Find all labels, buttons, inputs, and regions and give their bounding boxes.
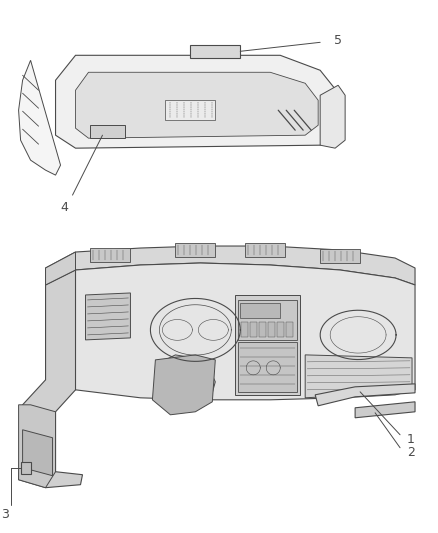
Polygon shape bbox=[56, 55, 340, 148]
Polygon shape bbox=[241, 322, 248, 337]
Polygon shape bbox=[320, 249, 360, 263]
Polygon shape bbox=[85, 293, 131, 340]
Text: 3: 3 bbox=[1, 508, 9, 521]
Polygon shape bbox=[315, 384, 415, 406]
Polygon shape bbox=[46, 263, 415, 400]
Polygon shape bbox=[277, 322, 284, 337]
Polygon shape bbox=[159, 355, 215, 408]
Polygon shape bbox=[238, 342, 297, 392]
Polygon shape bbox=[18, 60, 60, 175]
Polygon shape bbox=[91, 248, 131, 262]
Text: 4: 4 bbox=[60, 200, 68, 214]
Polygon shape bbox=[175, 243, 215, 257]
Polygon shape bbox=[268, 322, 275, 337]
Polygon shape bbox=[21, 462, 31, 474]
Polygon shape bbox=[191, 45, 240, 58]
Text: 2: 2 bbox=[407, 446, 415, 459]
Polygon shape bbox=[240, 303, 280, 318]
Polygon shape bbox=[259, 322, 266, 337]
Polygon shape bbox=[320, 85, 345, 148]
Polygon shape bbox=[152, 355, 215, 415]
Polygon shape bbox=[305, 355, 412, 398]
Polygon shape bbox=[250, 322, 257, 337]
Polygon shape bbox=[23, 430, 53, 476]
Polygon shape bbox=[18, 270, 82, 488]
Text: 1: 1 bbox=[407, 433, 415, 446]
Polygon shape bbox=[235, 295, 300, 395]
Polygon shape bbox=[355, 402, 415, 418]
Polygon shape bbox=[46, 252, 75, 285]
Text: 5: 5 bbox=[334, 34, 342, 47]
Polygon shape bbox=[166, 100, 215, 120]
Polygon shape bbox=[75, 72, 318, 138]
Polygon shape bbox=[245, 243, 285, 257]
Polygon shape bbox=[18, 405, 56, 488]
Polygon shape bbox=[286, 322, 293, 337]
Polygon shape bbox=[91, 125, 125, 138]
Polygon shape bbox=[46, 246, 415, 285]
Polygon shape bbox=[238, 300, 297, 340]
